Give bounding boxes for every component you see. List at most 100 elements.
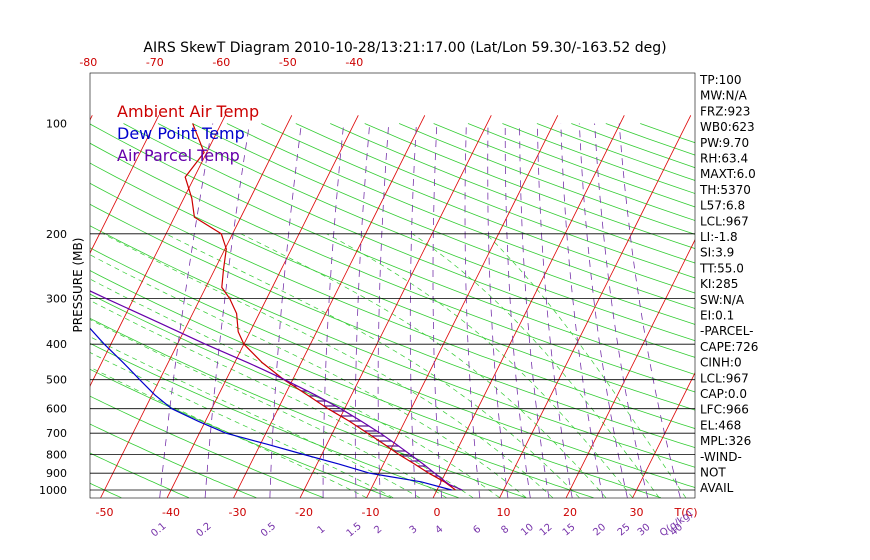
index-value: NOT [700,466,726,480]
index-value: L57:6.8 [700,199,745,213]
bottom-temp-tick-label: -50 [96,506,114,519]
moist-adiabat [90,319,447,498]
dry-adiabat [90,452,190,498]
pressure-tick-label: 1000 [39,484,67,497]
ambient-air-temp-line [184,123,456,491]
mixing-ratio-tick-label: 6 [471,524,483,537]
pressure-tick-label: 300 [46,292,67,305]
mixing-ratio-line [377,123,390,498]
dry-adiabat [226,123,695,309]
isobars [90,233,695,491]
index-value: -WIND- [700,450,742,464]
index-value: EL:468 [700,418,741,432]
mixing-ratio-line [536,123,573,498]
plot-frame [89,72,696,499]
mixing-ratio-line [354,123,371,498]
chart-title: AIRS SkewT Diagram 2010-10-28/13:21:17.0… [143,40,666,56]
isotherm [299,115,492,498]
dry-adiabat [433,123,695,221]
dry-adiabat [90,482,122,498]
moist-adiabat [90,352,394,498]
isotherm [366,115,559,498]
moist-adiabat [103,233,554,498]
dry-adiabat [398,123,695,235]
mixing-ratio-tick-label: 15 [561,522,578,539]
y-axis-label: PRESSURE (MB) [71,238,85,333]
mixing-ratio-line [269,123,302,498]
moist-adiabat [412,233,660,498]
air-parcel-temp-line [90,290,463,491]
dry-adiabat [90,203,695,449]
dry-adiabats [0,123,695,498]
index-value: FRZ:923 [700,104,750,118]
pressure-tick-label: 200 [46,228,67,241]
index-value: EI:0.1 [700,309,734,323]
mixing-ratio-line [432,123,443,498]
isotherm [565,239,695,498]
mixing-ratio-tick-label: 25 [616,522,633,539]
mixing-ratio-line [464,123,481,498]
dry-adiabat [90,395,324,498]
isotherm [90,115,160,254]
mixing-ratio-line [560,123,604,498]
top-temp-tick-label: -60 [212,56,230,69]
bottom-temp-tick-label: 20 [563,506,577,519]
bottom-temp-tick-label: 30 [630,506,644,519]
dry-adiabat [90,123,695,375]
mixing-ratio-tick-label: 4 [434,524,446,537]
mixing-ratio-line [618,123,681,498]
mixing-ratio-line [159,123,214,498]
isotherm [100,115,293,498]
pressure-tick-label: 100 [46,118,67,131]
mixing-ratio-line [519,123,550,498]
index-value: LFC:966 [700,403,749,417]
dry-adiabat [90,247,695,488]
isotherm [166,115,359,498]
isotherm [0,115,26,498]
index-value: TP:100 [699,73,742,87]
isotherm [766,115,870,498]
dry-adiabat [90,293,594,498]
dew-point-temp-line [90,327,452,491]
dry-adiabat [295,123,695,279]
isotherm [90,115,226,387]
dry-adiabat [0,124,54,498]
dry-adiabat [330,123,695,264]
mixing-ratio-tick-label: 2 [372,524,384,537]
isotherm [233,115,426,498]
legend-entry: Ambient Air Temp [117,102,259,121]
dry-adiabat [123,123,695,358]
bottom-temp-tick-label: 0 [434,506,441,519]
index-value: LCL:967 [700,214,749,228]
mixing-ratio-line [578,123,628,498]
top-temp-tick-label: -50 [279,56,297,69]
index-value: MAXT:6.0 [700,167,756,181]
bottom-temp-unit: T(C) [674,506,698,519]
isotherm [432,115,625,498]
bottom-temp-tick-label: -20 [295,506,313,519]
mixing-ratio-tick-label: 12 [538,522,555,539]
mixing-ratio-tick-label: 0.2 [194,521,213,540]
legend-entry: Air Parcel Temp [117,146,240,165]
dry-adiabat [467,123,695,208]
mixing-ratio-tick-label: 0.5 [259,521,278,540]
top-temp-tick-labels: -80 -70 -60 -50 -40 [79,56,363,69]
dry-adiabat [90,317,527,498]
pressure-tick-label: 700 [46,427,67,440]
dry-adiabat [90,142,695,393]
top-temp-tick-label: -40 [345,56,363,69]
moist-adiabat [240,233,607,498]
index-value: CAP:0.0 [700,387,747,401]
index-value: KI:285 [700,277,738,291]
pressure-tick-labels: 100 200 300 400 500 600 700 800 900 1000 [39,118,67,498]
dry-adiabat [157,123,695,342]
index-value: WB0:623 [700,120,755,134]
dry-adiabat [261,123,695,294]
dry-adiabat [90,270,662,498]
mixing-ratio-tick-label: 3 [408,524,420,537]
index-value: MPL:326 [700,434,751,448]
dry-adiabat [192,123,695,325]
isotherm [499,115,692,498]
bottom-temp-tick-label: -40 [162,506,180,519]
